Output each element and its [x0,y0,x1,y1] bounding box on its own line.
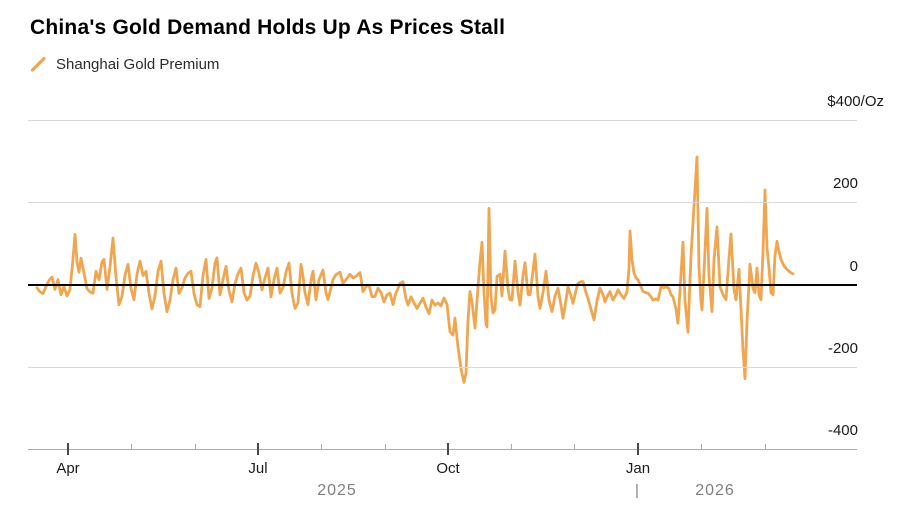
x-axis-minor-tick [511,443,512,450]
x-axis-minor-tick [701,443,702,450]
x-axis-major-tick [447,443,449,455]
x-axis-minor-tick [321,443,322,450]
x-axis-line [28,448,857,450]
x-axis-year-label: 2025 [317,482,357,499]
y-axis-label: -400 [827,422,858,439]
x-axis-month-label: Apr [56,460,80,477]
y-axis-label: -200 [827,339,858,357]
y-gridline [28,120,857,121]
x-axis-month-label: Jul [248,460,268,477]
y-gridline [28,366,857,368]
chart-title: China's Gold Demand Holds Up As Prices S… [30,16,506,39]
x-axis-minor-tick [765,443,766,450]
x-axis-major-tick [67,443,69,455]
y-axis-label: 0 [849,257,858,275]
x-axis-minor-tick [385,443,386,450]
year-divider: | [635,482,639,499]
x-axis-major-tick [257,443,259,455]
x-axis-minor-tick [574,443,575,450]
x-axis-minor-tick [195,443,196,450]
zero-gridline [28,283,857,286]
y-axis-label: 200 [832,175,858,193]
legend-label: Shanghai Gold Premium [56,56,220,73]
x-axis-month-label: Jan [625,460,651,477]
x-axis-minor-tick [131,443,132,450]
y-gridline [28,202,857,204]
x-axis-year-label: 2026 [695,482,735,499]
x-axis-major-tick [637,443,639,455]
x-axis-month-label: Oct [436,460,460,477]
y-axis-label: $400/Oz [827,93,884,110]
shanghai-gold-premium-line [35,155,795,384]
